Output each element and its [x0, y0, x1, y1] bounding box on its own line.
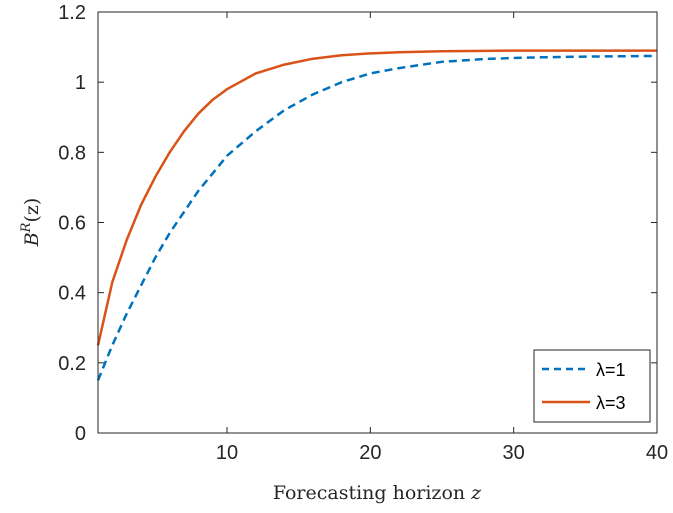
legend-label-lambda-1: λ=1: [596, 360, 626, 380]
y-tick-label: 1: [75, 72, 86, 94]
x-tick-label: 30: [503, 442, 525, 464]
y-tick-label: 0.4: [58, 283, 86, 305]
y-axis-title: BR(z): [19, 198, 43, 248]
x-axis-title: Forecasting horizon z: [273, 482, 482, 504]
y-tick-label: 0.6: [58, 213, 86, 235]
y-tick-label: 0.2: [58, 353, 86, 375]
x-tick-label: 40: [646, 442, 668, 464]
series-line-2: [96, 49, 657, 346]
legend-label-lambda-3: λ=3: [596, 393, 626, 413]
legend: λ=1 λ=3: [533, 349, 651, 423]
x-tick-label: 10: [216, 442, 238, 464]
legend-box: [533, 349, 651, 423]
y-tick-label: 0: [75, 423, 86, 445]
series-layer: [96, 49, 658, 381]
x-tick-label: 20: [359, 442, 381, 464]
y-tick-label: 1.2: [58, 2, 86, 24]
ticks-layer: 10 20 30 40 0 0.2 0.4 0.6 0.8 1 1.2: [58, 2, 668, 464]
y-tick-label: 0.8: [58, 142, 86, 164]
